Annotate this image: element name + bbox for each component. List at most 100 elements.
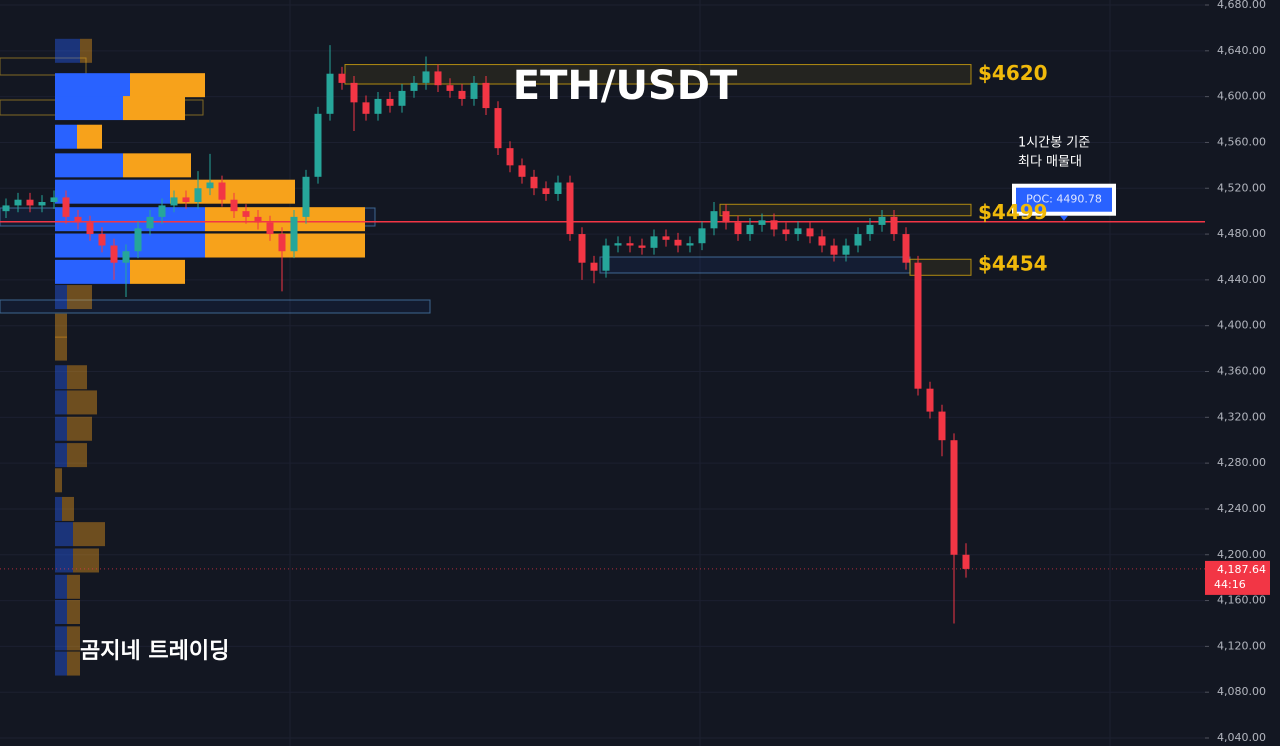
candle-body (254, 216, 262, 223)
profile-buy (55, 73, 130, 98)
grid (0, 0, 1205, 746)
candle-body (494, 108, 502, 149)
candles (0, 45, 1205, 624)
candle-body (302, 176, 310, 217)
profile-buy (55, 38, 80, 63)
candle-body (830, 245, 838, 255)
y-tick-label: 4,600.00 (1217, 90, 1266, 103)
candle-body (638, 245, 646, 248)
profile-buy (55, 651, 67, 676)
candle-body (686, 243, 694, 246)
y-tick-label: 4,680.00 (1217, 0, 1266, 11)
y-tick-label: 4,080.00 (1217, 685, 1266, 698)
candle-body (410, 82, 418, 91)
candle-body (794, 228, 802, 235)
candle-body (290, 216, 298, 252)
profile-buy (55, 233, 205, 258)
candle-body (578, 234, 586, 263)
candle-body (146, 216, 154, 229)
candle-body (458, 90, 466, 99)
candle-body (338, 73, 346, 83)
profile-sell (73, 548, 99, 573)
y-tick-label: 4,160.00 (1217, 594, 1266, 607)
candle-body (734, 222, 742, 235)
zone-box (0, 299, 431, 314)
candle-body (710, 211, 718, 229)
candle-body (782, 229, 790, 235)
poc-box (1016, 187, 1112, 212)
candle-body (422, 71, 430, 83)
profile-sell (67, 443, 87, 468)
candle-body (158, 205, 166, 217)
profile-buy (55, 443, 67, 468)
profile-sell (67, 574, 80, 599)
candle-body (890, 216, 898, 235)
profile-sell (67, 390, 97, 415)
candle-body (866, 224, 874, 235)
candle-body (110, 245, 118, 263)
profile-sell (77, 124, 102, 149)
candle-body (662, 236, 670, 240)
candle-body (206, 182, 214, 189)
candle-body (266, 222, 274, 235)
y-tick-label: 4,520.00 (1217, 181, 1266, 194)
y-tick-label: 4,480.00 (1217, 227, 1266, 240)
candle-body (2, 205, 10, 212)
y-tick-label: 4,040.00 (1217, 731, 1266, 744)
candle-body (350, 82, 358, 103)
candle-body (566, 182, 574, 235)
y-tick-label: 4,400.00 (1217, 319, 1266, 332)
candle-body (506, 148, 514, 166)
candle-body (842, 245, 850, 255)
candle-body (554, 182, 562, 194)
candle-body (374, 98, 382, 114)
profile-sell (67, 416, 92, 441)
candle-body (602, 245, 610, 271)
volume-profile (55, 38, 365, 676)
candle-body (806, 228, 814, 237)
profile-buy (55, 153, 123, 178)
candle-body (590, 262, 598, 271)
candle-body (122, 251, 130, 263)
profile-buy (55, 179, 170, 204)
candle-body (26, 199, 34, 206)
candle-body (626, 243, 634, 246)
profile-sell (130, 259, 185, 284)
candle-body (50, 197, 58, 202)
zone-box (0, 57, 87, 76)
candle-body (86, 222, 94, 235)
profile-sell (130, 73, 205, 98)
profile-sell (55, 313, 67, 338)
y-tick-label: 4,440.00 (1217, 273, 1266, 286)
profile-buy (55, 522, 73, 547)
candle-body (170, 197, 178, 206)
profile-buy (55, 574, 67, 599)
candle-body (542, 188, 550, 194)
candle-body (758, 220, 766, 225)
chart-title: ETH/USDT (513, 63, 738, 109)
candle-body (98, 234, 106, 246)
candle-body (398, 90, 406, 106)
profile-sell (55, 468, 62, 493)
price-axis: 4,040.00 4,080.00 4,120.00 4,160.00 4,200.00… (1205, 0, 1270, 744)
level-label: $4499 (978, 200, 1048, 224)
profile-buy (55, 259, 130, 284)
candle-body (650, 236, 658, 248)
profile-sell (123, 96, 185, 121)
profile-buy (55, 548, 73, 573)
candle-body (722, 211, 730, 223)
candle-body (314, 113, 322, 177)
level-label: $4620 (978, 61, 1048, 85)
profile-buy (55, 496, 62, 521)
candle-body (914, 262, 922, 389)
last-price-label: 4,187.64 (1217, 563, 1266, 576)
candle-body (434, 71, 442, 86)
profile-sell (80, 38, 92, 63)
candle-body (242, 211, 250, 217)
candle-body (614, 243, 622, 246)
poc-pointer (1060, 215, 1068, 221)
profile-sell (170, 179, 295, 204)
candle-body (962, 554, 970, 569)
candle-body (194, 188, 202, 202)
